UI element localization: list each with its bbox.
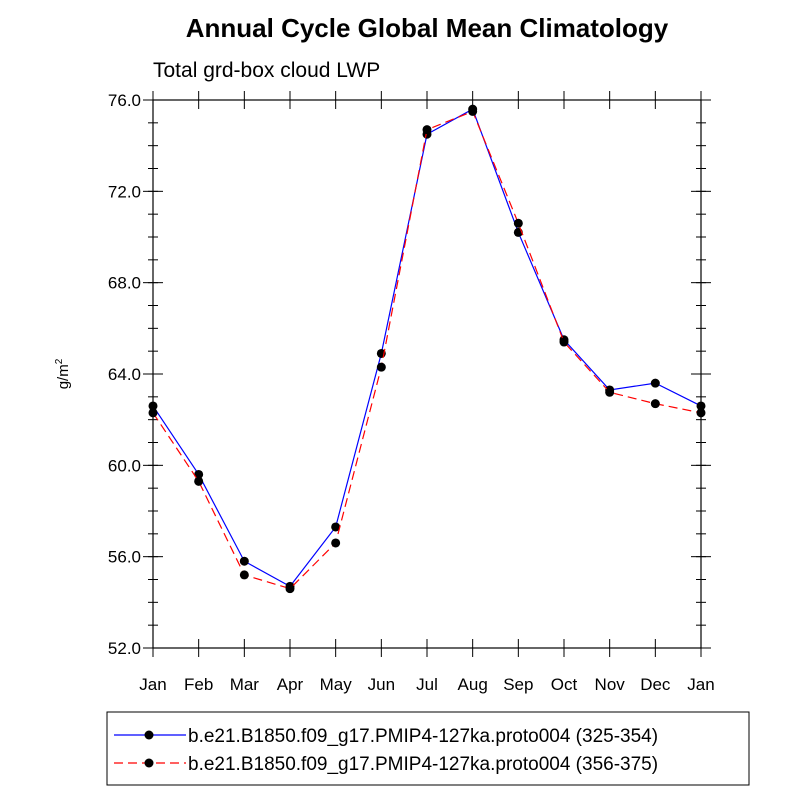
x-tick-label: Oct [551, 675, 578, 694]
series-1 [148, 104, 706, 591]
y-tick-label: 56.0 [108, 548, 141, 567]
y-tick-label: 76.0 [108, 91, 141, 110]
x-tick-label: Jan [687, 675, 714, 694]
x-tick-label: Feb [184, 675, 213, 694]
data-point [331, 538, 341, 548]
data-point [559, 337, 569, 347]
y-tick-label: 60.0 [108, 456, 141, 475]
data-point [696, 408, 706, 418]
x-tick-label: Jan [139, 675, 166, 694]
y-tick-label: 68.0 [108, 274, 141, 293]
data-point [376, 362, 386, 372]
y-tick-label: 64.0 [108, 365, 141, 384]
data-point [696, 401, 706, 411]
series-layer [148, 104, 706, 594]
legend-box [106, 711, 750, 786]
x-tick-label: Mar [230, 675, 260, 694]
data-point [331, 522, 341, 532]
axes: Jan Feb Mar Apr May Jun Jul Aug Sep Oct Nov Dec Jan 5… [108, 91, 715, 694]
data-point [650, 378, 660, 388]
data-point [285, 584, 295, 594]
x-tick-label: Nov [595, 675, 626, 694]
data-point [468, 106, 478, 116]
legend-marker-2 [144, 758, 154, 768]
x-tick-label: Jun [368, 675, 395, 694]
data-point [239, 556, 249, 566]
data-point [148, 401, 158, 411]
x-tick-label: Sep [503, 675, 533, 694]
x-tick-label: May [320, 675, 353, 694]
data-point [605, 387, 615, 397]
legend-marker-1 [144, 730, 154, 740]
data-point [650, 399, 660, 409]
data-point [194, 476, 204, 486]
data-point [194, 469, 204, 479]
x-tick-label: Aug [458, 675, 488, 694]
y-tick-label: 72.0 [108, 182, 141, 201]
legend: b.e21.B1850.f09_g17.PMIP4-127ka.proto004… [106, 711, 750, 786]
series-2 [148, 106, 706, 594]
series-line [152, 110, 702, 590]
x-tick-label: Dec [640, 675, 671, 694]
y-axis-label: g/m2 [54, 358, 72, 389]
x-tick-label: Jul [416, 675, 438, 694]
legend-label-2: b.e21.B1850.f09_g17.PMIP4-127ka.proto004… [188, 754, 658, 775]
legend-label-1: b.e21.B1850.f09_g17.PMIP4-127ka.proto004… [188, 726, 658, 747]
chart-subtitle: Total grd-box cloud LWP [153, 59, 380, 82]
data-point [239, 570, 249, 580]
data-point [148, 408, 158, 418]
series-line [152, 108, 702, 588]
y-tick-label: 52.0 [108, 639, 141, 658]
data-point [422, 125, 432, 135]
data-point [513, 218, 523, 228]
x-tick-label: Apr [277, 675, 304, 694]
chart-title: Annual Cycle Global Mean Climatology [186, 13, 669, 43]
plot-frame [152, 99, 702, 649]
